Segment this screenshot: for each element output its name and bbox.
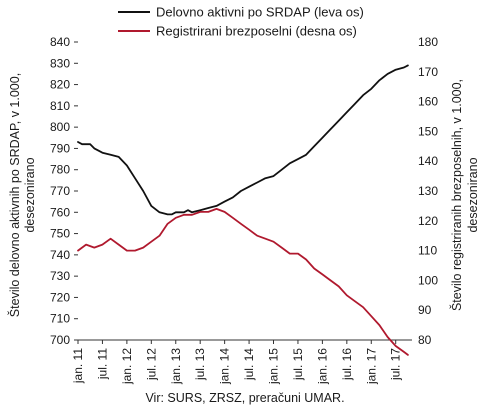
left-tick-label: 810: [50, 99, 70, 113]
legend: Delovno aktivni po SRDAP (leva os) Regist…: [118, 5, 364, 39]
x-tick-label: jan. 15: [267, 348, 281, 385]
right-tick-label: 150: [418, 124, 438, 138]
x-tick-label: jul. 17: [389, 348, 403, 381]
x-tick-label: jul. 16: [340, 348, 354, 381]
x-tick-label: jul. 14: [242, 348, 256, 381]
x-tick-label: jan. 11: [71, 348, 85, 384]
right-tick-label: 120: [418, 214, 438, 228]
left-tick-label: 700: [50, 333, 70, 347]
right-tick-label: 80: [418, 333, 432, 347]
axis-titles: Število delovno aktivnih po SRDAP, v 1.0…: [7, 73, 480, 317]
left-tick-label: 720: [50, 290, 70, 304]
right-axis-title-line2: desezonirano: [466, 157, 480, 232]
right-tick-label: 90: [418, 303, 432, 317]
right-tick-label: 130: [418, 184, 438, 198]
left-tick-label: 830: [50, 56, 70, 70]
left-tick-label: 750: [50, 227, 70, 241]
right-tick-label: 170: [418, 65, 438, 79]
right-tick-label: 140: [418, 154, 438, 168]
left-axis-title-line2: desezonirano: [23, 157, 37, 232]
x-tick-label: jul. 12: [144, 348, 158, 381]
left-tick-label: 840: [50, 35, 70, 49]
x-tick-label: jul. 11: [95, 348, 109, 380]
series-group: [77, 64, 409, 356]
x-tick-label: jan. 17: [364, 348, 378, 385]
left-tick-label: 790: [50, 141, 70, 155]
legend-label-unemployed: Registrirani brezposelni (desna os): [156, 24, 357, 39]
x-tick-label: jan. 12: [120, 348, 134, 385]
series-line-unemployed: [77, 207, 409, 356]
left-tick-label: 780: [50, 163, 70, 177]
left-tick-label: 820: [50, 78, 70, 92]
left-tick-label: 770: [50, 184, 70, 198]
series-line-employed: [77, 64, 409, 216]
source-note: Vir: SURS, ZRSZ, preračuni UMAR.: [145, 391, 344, 405]
left-tick-label: 710: [50, 312, 70, 326]
axes: 700 710 720 730 740 750 760 770 780 790 800 810 820 8…: [50, 35, 438, 385]
x-tick-label: jan. 16: [315, 348, 329, 385]
x-tick-label: jul. 13: [193, 348, 207, 381]
x-tick-label: jan. 13: [169, 348, 183, 385]
left-tick-label: 730: [50, 269, 70, 283]
left-axis-title-line1: Število delovno aktivnih po SRDAP, v 1.0…: [7, 73, 22, 317]
left-tick-label: 740: [50, 248, 70, 262]
right-tick-label: 160: [418, 95, 438, 109]
right-tick-label: 180: [418, 35, 438, 49]
right-tick-label: 110: [418, 244, 437, 258]
x-tick-label: jan. 14: [218, 348, 232, 385]
left-tick-label: 760: [50, 205, 70, 219]
left-tick-label: 800: [50, 120, 70, 134]
legend-label-employed: Delovno aktivni po SRDAP (leva os): [156, 5, 364, 20]
x-tick-label: jul. 15: [291, 348, 305, 381]
right-axis-title-line1: Število registriranih brezposelnih, v 1.…: [449, 79, 464, 311]
right-tick-label: 100: [418, 273, 438, 287]
